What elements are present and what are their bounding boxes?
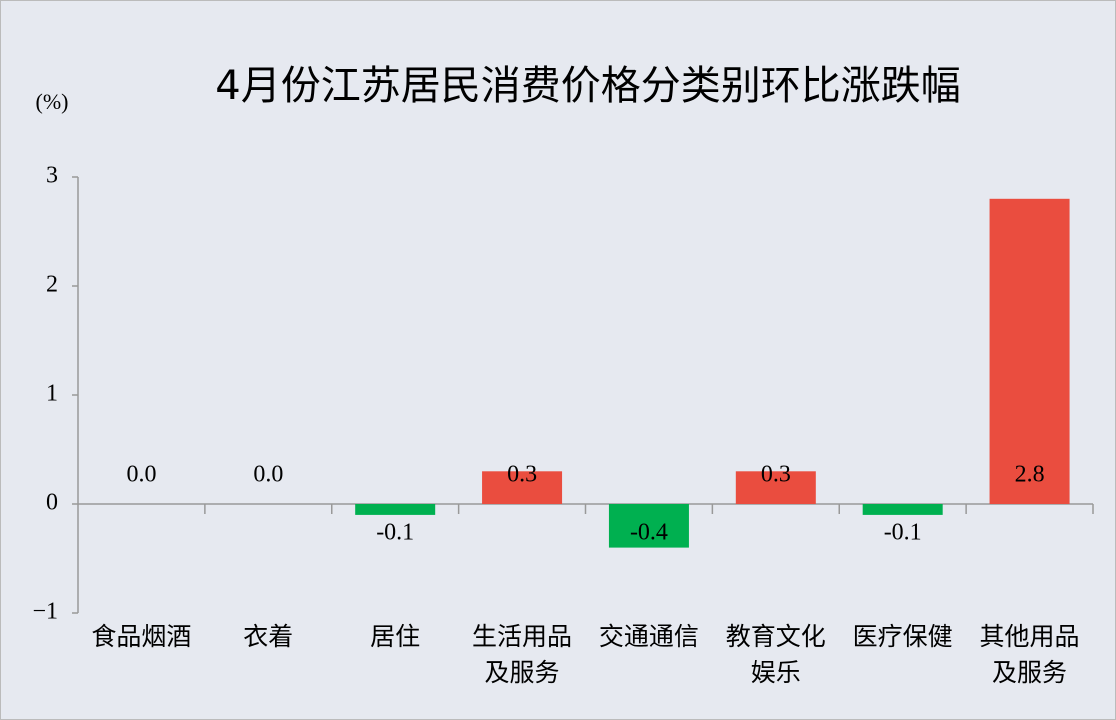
y-tick-label: 2: [46, 272, 58, 298]
bar: [989, 198, 1070, 505]
data-label: 0.3: [761, 462, 791, 488]
data-label: -0.1: [884, 520, 922, 546]
x-tick-label: 医疗保健: [853, 622, 953, 651]
chart-title: 4月份江苏居民消费价格分类别环比涨跌幅: [215, 63, 960, 109]
y-tick-label: 0: [46, 490, 58, 516]
data-label: 2.8: [1015, 462, 1045, 488]
x-tick-label: 教育文化娱乐: [726, 622, 826, 687]
y-unit: (%): [36, 89, 69, 114]
bar: [735, 471, 816, 504]
data-label: 0.0: [253, 462, 283, 488]
y-tick-label: 1: [46, 381, 58, 407]
data-label: -0.1: [376, 520, 414, 546]
x-tick-label: 交通通信: [599, 622, 699, 651]
x-tick-label: 食品烟酒: [91, 622, 191, 651]
y-tick-label: 3: [46, 163, 58, 189]
x-tick-label: 衣着: [243, 622, 293, 651]
bar: [608, 504, 689, 548]
data-label: -0.4: [630, 520, 668, 546]
bar: [355, 504, 436, 515]
bar: [862, 504, 943, 515]
x-tick-label: 居住: [370, 622, 420, 651]
data-label: 0.0: [126, 462, 156, 488]
x-tick-label: 生活用品及服务: [472, 622, 572, 687]
bar: [482, 471, 563, 504]
y-tick-label: −1: [32, 599, 58, 625]
x-tick-label: 其他用品及服务: [980, 622, 1080, 687]
data-label: 0.3: [507, 462, 537, 488]
